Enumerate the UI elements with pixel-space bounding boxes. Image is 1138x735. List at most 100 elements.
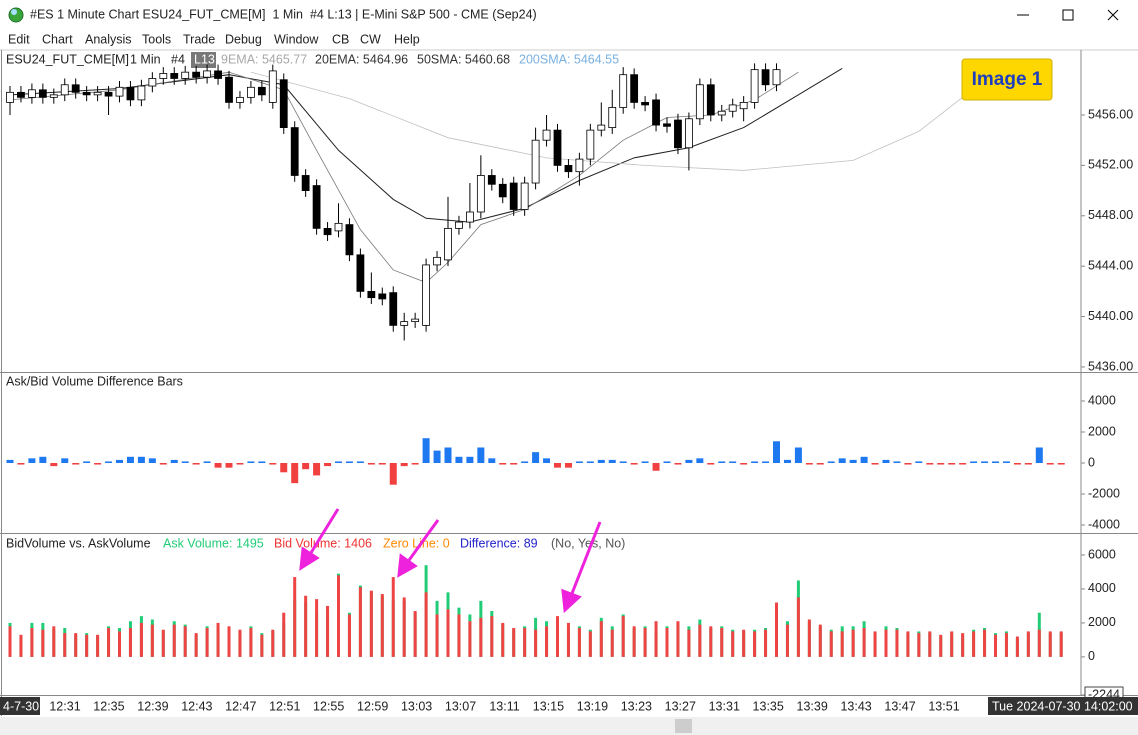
bid-volume-bar — [424, 592, 428, 657]
difference-bar — [827, 461, 835, 463]
bid-volume-bar — [282, 612, 286, 657]
menu-item[interactable]: Trade — [183, 32, 215, 46]
candle-body — [301, 175, 310, 191]
menu-item[interactable]: Tools — [142, 32, 171, 46]
menu-item[interactable]: CB — [332, 32, 349, 46]
header-symbol: ESU24_FUT_CME[M] — [6, 52, 129, 66]
menu-item[interactable]: Edit — [8, 32, 30, 46]
candle-body — [246, 86, 255, 98]
maximize-button[interactable] — [1062, 9, 1074, 21]
candle-body — [685, 118, 693, 149]
bid-volume-bar — [709, 626, 713, 657]
difference-bar — [838, 458, 846, 463]
candle-body — [93, 91, 102, 96]
x-tick-label: 12:43 — [181, 699, 212, 713]
menu-item[interactable]: Chart — [42, 32, 73, 46]
difference-bar — [970, 461, 978, 463]
candle-body — [290, 127, 299, 176]
x-tick-label: 13:43 — [840, 699, 871, 713]
bid-volume-bar — [479, 617, 483, 657]
scroll-thumb[interactable] — [675, 719, 692, 733]
x-tick-label: 13:11 — [489, 699, 519, 713]
y-tick-label: 2000 — [1088, 424, 1116, 438]
arrowhead — [299, 546, 320, 571]
bid-volume-bar — [796, 597, 800, 657]
bid-volume-bar — [238, 629, 242, 657]
candle-body — [422, 264, 431, 326]
bid-volume-bar — [1059, 631, 1063, 657]
candle-body — [619, 74, 628, 108]
candle-body — [444, 227, 452, 261]
candle-body — [126, 86, 135, 101]
bid-volume-bar — [52, 626, 56, 657]
indicator-label: 50SMA: 5460.68 — [417, 52, 510, 66]
difference-bar — [608, 459, 616, 463]
difference-bar — [39, 456, 47, 463]
candle-body — [82, 91, 91, 96]
bid-volume-bar — [391, 577, 395, 657]
bid-volume-bar — [457, 614, 461, 657]
bid-volume-bar — [1015, 636, 1019, 657]
header-chart-number: #4 — [171, 52, 185, 66]
difference-bar — [805, 462, 813, 465]
bid-volume-bar — [840, 631, 844, 657]
candle-body — [400, 321, 409, 326]
bid-volume-bar — [895, 629, 899, 657]
bid-volume-bar — [698, 624, 702, 657]
difference-bar — [937, 462, 945, 465]
bid-volume-bar — [884, 629, 888, 657]
bid-volume-bar — [118, 631, 121, 657]
menu-item[interactable]: Debug — [225, 32, 262, 46]
plot: 5456.00 5452.00 5448.00 5444.00 5440.00 5436.… — [0, 52, 1138, 715]
y-tick-label: 2000 — [1088, 615, 1116, 629]
x-tick-label: 13:23 — [621, 699, 652, 713]
difference-bar — [181, 461, 189, 463]
bid-volume-bar — [85, 634, 89, 657]
bid-volume-bar — [304, 595, 308, 657]
pane-difference-label: Difference: 89 — [460, 536, 538, 550]
bid-volume-bar — [41, 629, 45, 657]
bid-volume-bar — [1004, 633, 1008, 657]
difference-bar — [291, 462, 299, 484]
bid-volume-bar — [928, 631, 932, 657]
close-button[interactable] — [1107, 9, 1119, 21]
x-tick-label: 13:47 — [884, 699, 915, 713]
bid-volume-bar — [501, 622, 505, 657]
candle-body — [148, 78, 157, 87]
difference-bar — [1035, 447, 1043, 463]
difference-bar — [729, 461, 737, 463]
candle-body — [6, 91, 14, 103]
difference-bar — [50, 462, 58, 467]
bid-volume-bar — [512, 628, 516, 657]
menu-item[interactable]: Help — [394, 32, 420, 46]
difference-bar — [280, 462, 288, 473]
bid-volume-bar — [599, 621, 603, 657]
candle-body — [192, 71, 201, 78]
bid-volume-bar — [8, 626, 12, 657]
bid-volume-bar — [523, 628, 527, 657]
difference-bar — [794, 447, 802, 463]
scrollbar[interactable] — [0, 717, 1138, 735]
difference-bar — [302, 462, 310, 470]
bid-volume-bar — [347, 614, 351, 657]
candle-body — [706, 84, 715, 116]
pane-ask-label: Ask Volume: 1495 — [163, 536, 264, 550]
difference-bar — [586, 461, 594, 463]
difference-bar — [192, 462, 200, 465]
x-tick-label: 13:39 — [797, 699, 828, 713]
menu-item[interactable]: Window — [274, 32, 319, 46]
bid-volume-bar — [665, 628, 669, 657]
header-interval: 1 Min — [130, 52, 161, 66]
y-tick-label: 5436.00 — [1088, 359, 1133, 373]
difference-bar — [203, 461, 211, 463]
difference-bar — [444, 447, 452, 463]
difference-bar — [324, 462, 332, 467]
difference-bar — [105, 461, 113, 463]
menu-item[interactable]: CW — [360, 32, 381, 46]
bid-volume-bar — [731, 631, 735, 657]
menu-item[interactable]: Analysis — [85, 32, 132, 46]
bid-volume-bar — [742, 629, 746, 657]
bid-volume-bar — [753, 631, 757, 657]
candle-body — [728, 104, 737, 112]
